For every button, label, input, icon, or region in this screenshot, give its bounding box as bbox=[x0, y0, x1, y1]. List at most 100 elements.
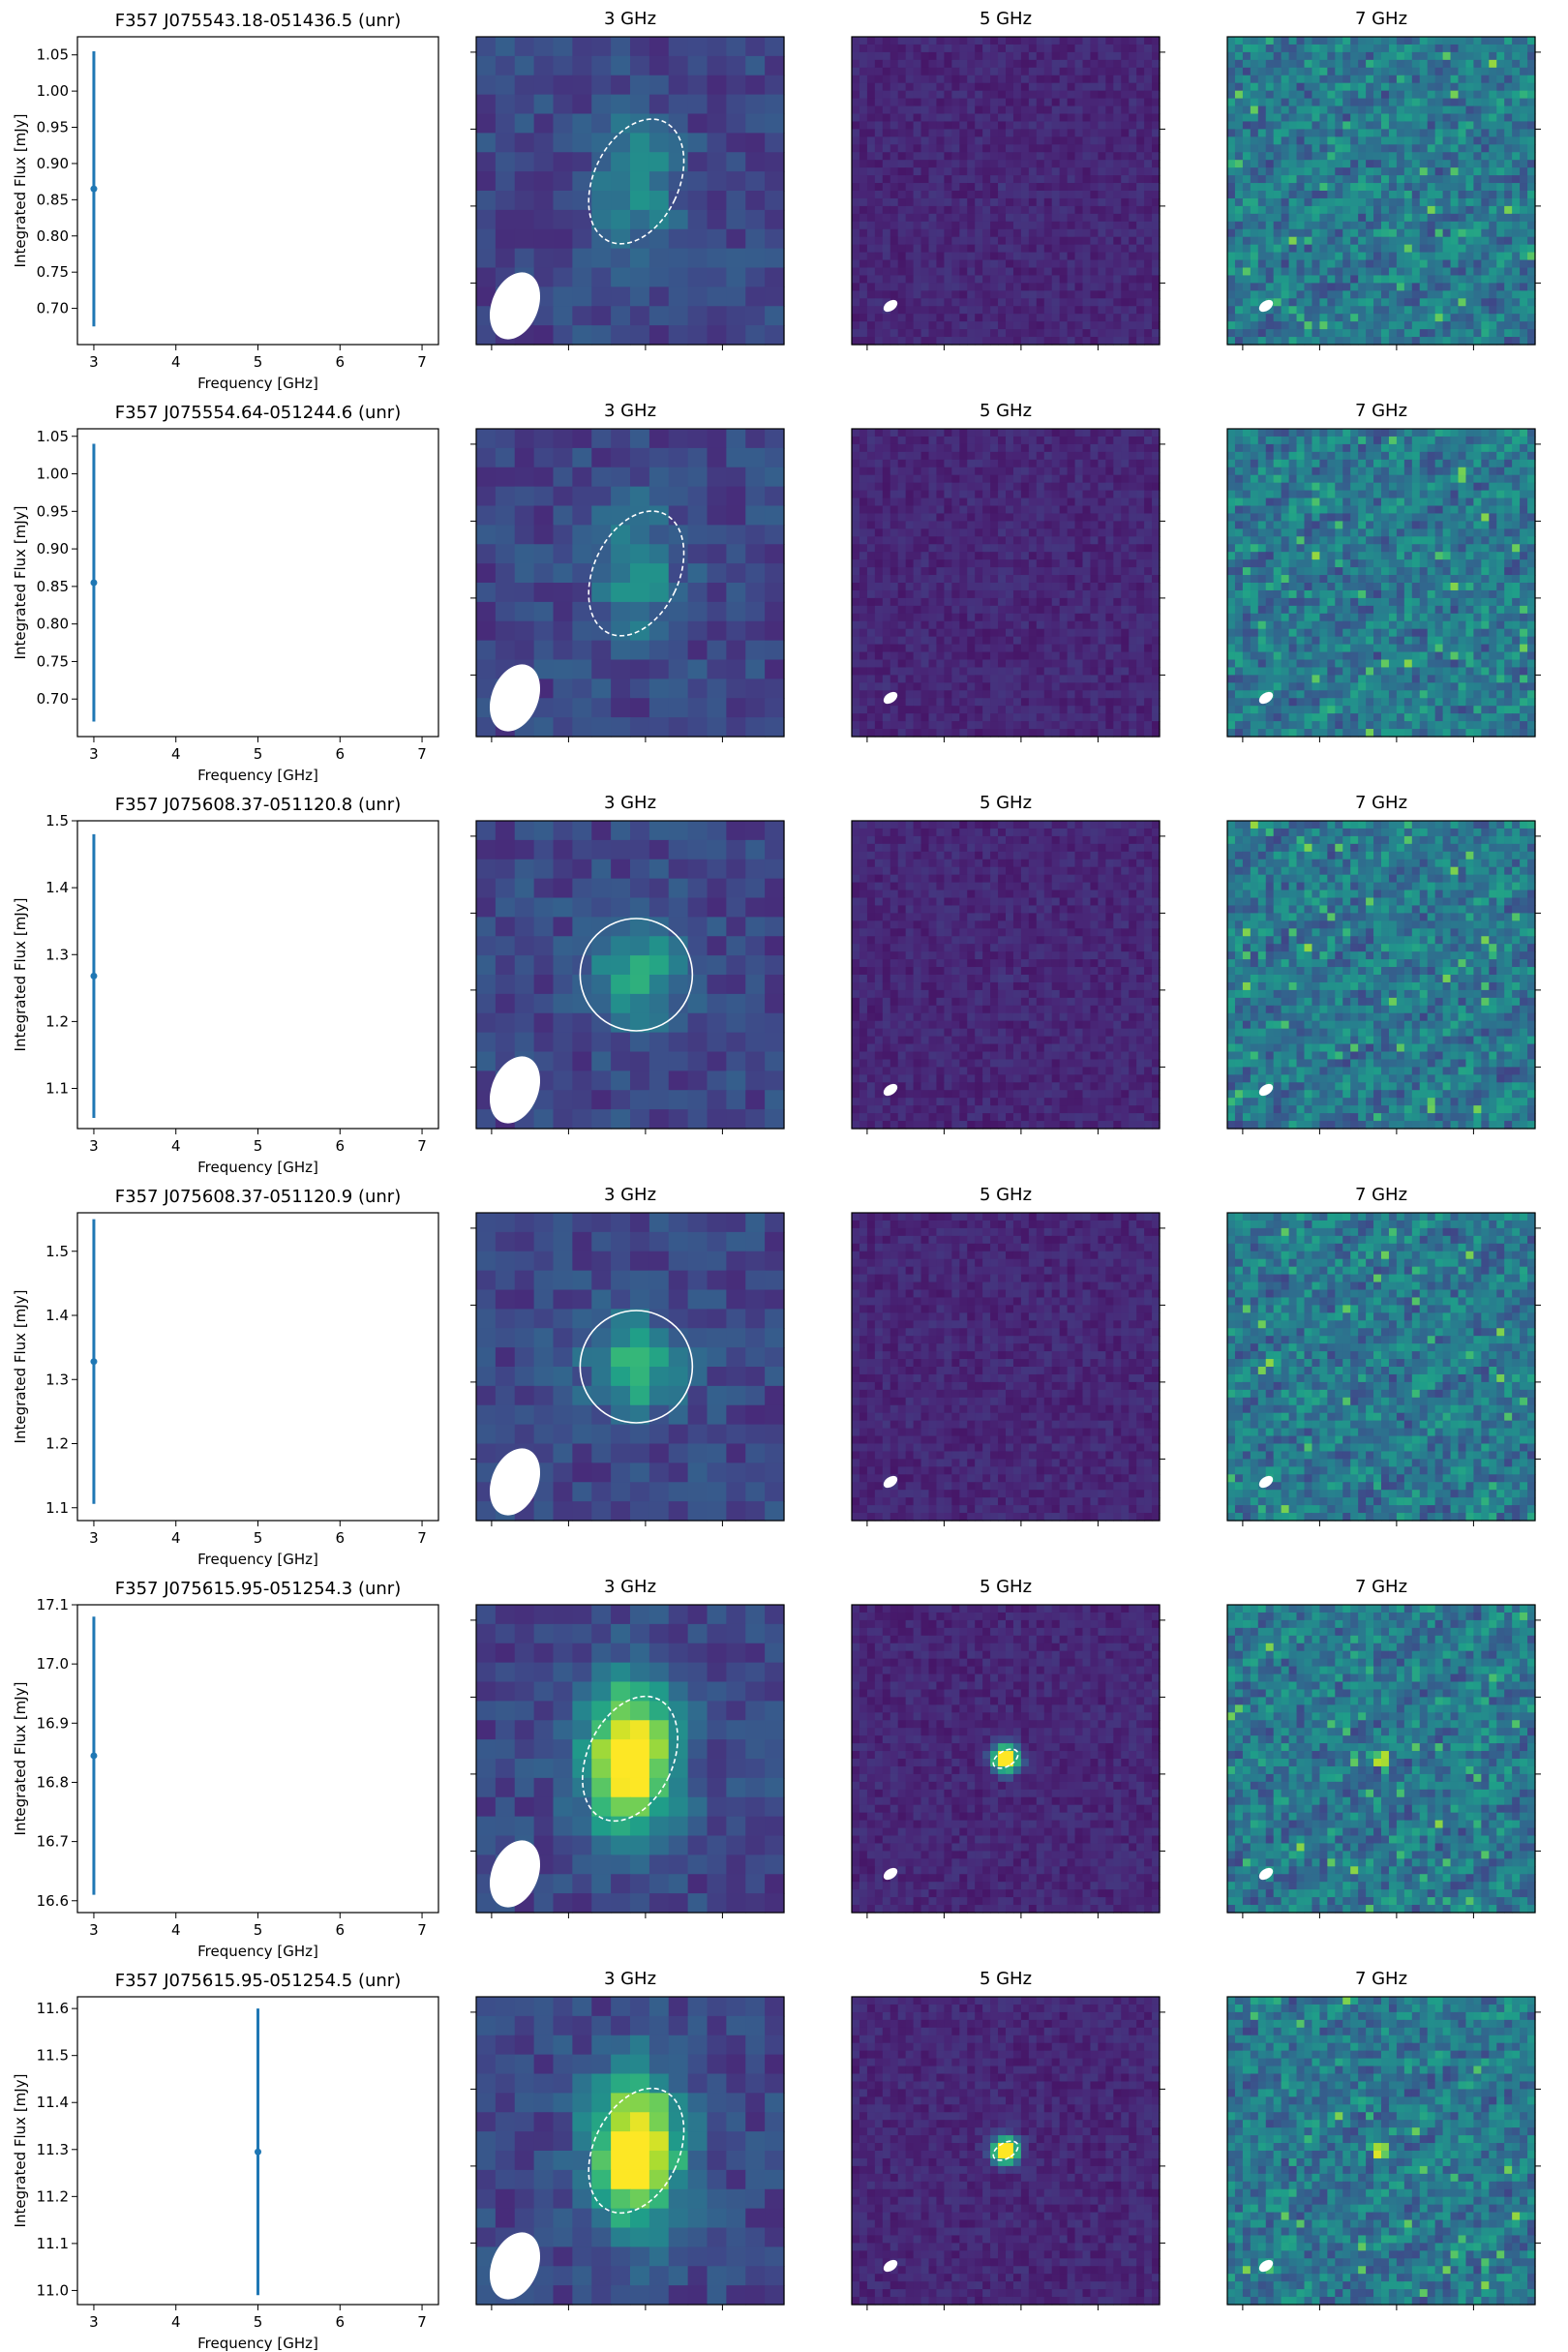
plot-title: F357 J075615.95-051254.3 (unr) bbox=[115, 1579, 401, 1599]
y-tick-label: 11.5 bbox=[37, 2047, 69, 2065]
y-tick-label: 1.3 bbox=[45, 946, 69, 963]
image-panel: 5 GHz bbox=[851, 392, 1165, 784]
heatmap-image bbox=[470, 428, 785, 742]
x-tick-label: 7 bbox=[417, 353, 427, 371]
image-frame bbox=[851, 820, 1161, 1130]
x-tick-label: 6 bbox=[335, 1921, 345, 1939]
image-title: 7 GHz bbox=[1227, 9, 1535, 29]
y-tick-label: 1.2 bbox=[45, 1435, 69, 1453]
heatmap-image bbox=[851, 1212, 1165, 1526]
y-axis-label: Integrated Flux [mJy] bbox=[12, 506, 29, 660]
data-point bbox=[90, 1358, 98, 1366]
beam-ellipse bbox=[883, 1083, 898, 1097]
flux-plot: F357 J075608.37-051120.8 (unr) 3 4 5 6 7 1.1 1.… bbox=[12, 795, 439, 1176]
beam-ellipse bbox=[883, 2259, 898, 2273]
image-panel: 7 GHz bbox=[1226, 1960, 1541, 2352]
y-tick-label: 1.5 bbox=[45, 1243, 69, 1260]
source-contour bbox=[579, 1310, 694, 1424]
flux-plot: F357 J075554.64-051244.6 (unr) 3 4 5 6 7 0.70 0… bbox=[12, 403, 439, 784]
image-frame bbox=[475, 1604, 785, 1914]
x-tick-label: 4 bbox=[171, 2313, 181, 2331]
beam-ellipse bbox=[1258, 1475, 1274, 1489]
heatmap-image bbox=[1226, 1996, 1541, 2310]
x-tick-label: 5 bbox=[254, 1137, 263, 1155]
image-frame bbox=[475, 36, 785, 346]
image-panel: 5 GHz bbox=[851, 1568, 1165, 1960]
image-title: 3 GHz bbox=[476, 9, 784, 29]
plot-title: F357 J075615.95-051254.5 (unr) bbox=[115, 1971, 401, 1991]
image-title: 5 GHz bbox=[852, 401, 1160, 421]
heatmap-image bbox=[851, 1604, 1165, 1918]
image-title: 7 GHz bbox=[1227, 1577, 1535, 1597]
beam-ellipse bbox=[1258, 691, 1274, 705]
beam-ellipse bbox=[883, 299, 898, 313]
x-tick-label: 7 bbox=[417, 1137, 427, 1155]
image-title: 3 GHz bbox=[476, 1577, 784, 1597]
source-contour bbox=[588, 2087, 685, 2215]
image-frame bbox=[851, 1212, 1161, 1522]
y-tick-label: 1.2 bbox=[45, 1012, 69, 1030]
x-tick-label: 3 bbox=[89, 1529, 99, 1547]
y-tick-label: 1.5 bbox=[45, 812, 69, 829]
y-tick-label: 0.70 bbox=[37, 300, 69, 317]
pixel-grid bbox=[852, 1213, 1161, 1522]
heatmap-image bbox=[470, 36, 785, 350]
image-frame bbox=[475, 428, 785, 738]
x-tick-label: 5 bbox=[254, 353, 263, 371]
image-panel: 3 GHz bbox=[470, 0, 785, 392]
pixel-grid bbox=[476, 821, 785, 1130]
pixel-grid bbox=[1227, 1605, 1536, 1914]
image-panel: 5 GHz bbox=[851, 0, 1165, 392]
image-frame bbox=[1226, 1604, 1536, 1914]
x-tick-label: 6 bbox=[335, 1137, 345, 1155]
y-tick-label: 0.90 bbox=[37, 540, 69, 558]
source-contour bbox=[582, 1695, 678, 1823]
x-axis-label: Frequency [GHz] bbox=[197, 767, 318, 784]
x-tick-label: 3 bbox=[89, 1137, 99, 1155]
image-title: 7 GHz bbox=[1227, 793, 1535, 813]
plot-title: F357 J075543.18-051436.5 (unr) bbox=[115, 11, 401, 31]
y-tick-label: 11.3 bbox=[37, 2141, 69, 2158]
y-tick-label: 0.85 bbox=[37, 578, 69, 595]
image-title: 7 GHz bbox=[1227, 1185, 1535, 1205]
heatmap-image bbox=[851, 820, 1165, 1134]
y-tick-label: 11.2 bbox=[37, 2187, 69, 2205]
image-frame bbox=[1226, 820, 1536, 1130]
y-tick-label: 0.80 bbox=[37, 616, 69, 633]
flux-plot: F357 J075608.37-051120.9 (unr) 3 4 5 6 7 1.1 1.… bbox=[12, 1187, 439, 1568]
image-panel: 3 GHz bbox=[470, 392, 785, 784]
x-tick-label: 4 bbox=[171, 1137, 181, 1155]
y-tick-label: 0.90 bbox=[37, 155, 69, 172]
plot-frame bbox=[76, 36, 439, 346]
heatmap-image bbox=[1226, 1212, 1541, 1526]
image-title: 5 GHz bbox=[852, 1185, 1160, 1205]
image-panel: 7 GHz bbox=[1226, 1568, 1541, 1960]
beam-ellipse bbox=[1258, 2259, 1274, 2273]
flux-plot: F357 J075615.95-051254.5 (unr) 3 4 5 6 7 11.0 1… bbox=[12, 1971, 439, 2352]
beam-ellipse bbox=[883, 691, 898, 705]
heatmap-image bbox=[470, 1996, 785, 2310]
image-panel: 3 GHz bbox=[470, 784, 785, 1176]
image-panel: 7 GHz bbox=[1226, 392, 1541, 784]
y-axis-label: Integrated Flux [mJy] bbox=[12, 114, 29, 268]
data-point bbox=[90, 1752, 98, 1760]
y-tick-label: 11.1 bbox=[37, 2235, 69, 2252]
heatmap-image bbox=[1226, 1604, 1541, 1918]
pixel-grid bbox=[852, 1605, 1161, 1914]
pixel-grid bbox=[852, 1997, 1161, 2306]
y-tick-label: 1.00 bbox=[37, 82, 69, 100]
image-frame bbox=[1226, 428, 1536, 738]
x-tick-label: 6 bbox=[335, 353, 345, 371]
image-frame bbox=[1226, 1996, 1536, 2306]
x-tick-label: 4 bbox=[171, 745, 181, 763]
x-tick-label: 5 bbox=[254, 2313, 263, 2331]
pixel-grid bbox=[476, 429, 785, 738]
image-title: 3 GHz bbox=[476, 793, 784, 813]
y-tick-label: 1.3 bbox=[45, 1371, 69, 1388]
y-tick-label: 0.75 bbox=[37, 652, 69, 670]
y-tick-label: 1.00 bbox=[37, 466, 69, 483]
image-frame bbox=[1226, 36, 1536, 346]
beam-ellipse bbox=[1258, 1083, 1274, 1097]
pixel-grid bbox=[476, 37, 785, 346]
